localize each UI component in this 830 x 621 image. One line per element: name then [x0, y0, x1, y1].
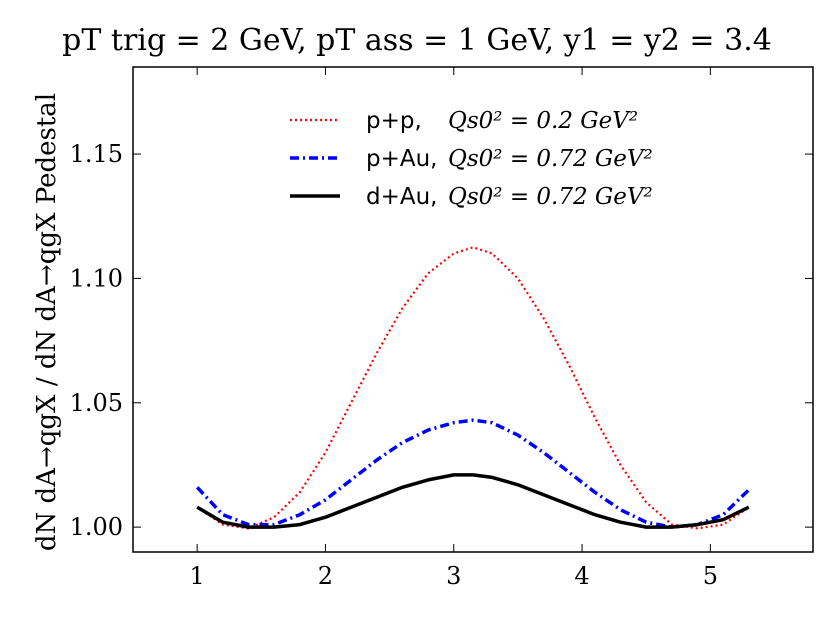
- series-line-p-au: [195, 418, 751, 529]
- legend-label: p+Au,: [366, 146, 438, 172]
- legend: p+p, Qs0² = 0.2 GeV² p+Au, Qs0² = 0.72 GeV²…: [290, 108, 653, 210]
- y-axis-label-group: dN dA→qgX / dN dA→qgX Pedestal: [32, 93, 62, 551]
- series-line-p-p: [196, 246, 750, 530]
- x-tick-label: 4: [574, 562, 589, 590]
- plot-frame: [132, 66, 814, 553]
- legend-param: Qs0² = 0.72 GeV²: [448, 184, 653, 210]
- legend-label: d+Au,: [366, 184, 438, 210]
- y-tick-label: 1.05: [70, 389, 123, 417]
- series-line-d-au: [196, 473, 750, 529]
- chart-title: pT trig = 2 GeV, pT ass = 1 GeV, y1 = y2…: [62, 23, 772, 58]
- y-axis-label: dN dA→qgX / dN dA→qgX Pedestal: [32, 93, 62, 551]
- legend-label: p+p,: [366, 108, 422, 134]
- x-tick-label: 1: [190, 562, 205, 590]
- legend-param: Qs0² = 0.2 GeV²: [448, 108, 638, 134]
- legend-param: Qs0² = 0.72 GeV²: [448, 146, 653, 172]
- y-tick-label: 1.10: [70, 264, 123, 292]
- ticks-layer: 1 2 3 4 5 1.00 1.05 1.10 1.15: [70, 67, 813, 590]
- x-tick-label: 5: [703, 562, 718, 590]
- x-tick-label: 2: [318, 562, 333, 590]
- y-tick-label: 1.15: [70, 140, 123, 168]
- x-tick-label: 3: [446, 562, 461, 590]
- y-tick-label: 1.00: [70, 513, 123, 541]
- series-layer: [195, 246, 751, 530]
